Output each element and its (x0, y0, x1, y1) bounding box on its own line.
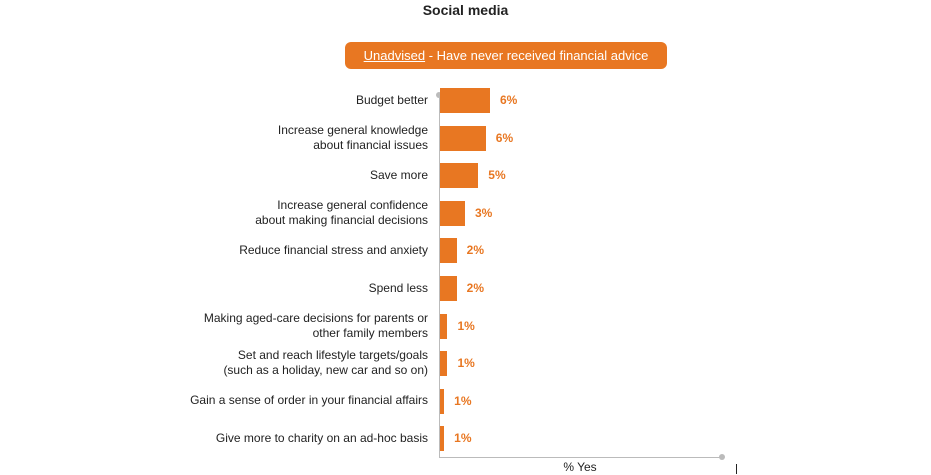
data-label: 1% (457, 356, 475, 371)
data-label: 2% (466, 243, 484, 258)
badge-emphasis: Unadvised (363, 48, 426, 63)
data-label: 1% (454, 431, 472, 446)
bar (440, 238, 457, 264)
category-label: Increase general knowledge about financia… (128, 123, 428, 153)
category-label-line: Reduce financial stress and anxiety (239, 242, 428, 257)
category-label-line: Increase general confidence (277, 197, 428, 212)
x-axis-line (439, 457, 722, 458)
category-label: Making aged-care decisions for parents o… (128, 311, 428, 341)
x-axis-label: % Yes (563, 460, 597, 474)
bar (440, 426, 445, 452)
category-label-line: (such as a holiday, new car and so on) (223, 363, 428, 378)
category-label-line: Give more to charity on an ad-hoc basis (215, 430, 428, 445)
category-label-line: about financial issues (313, 137, 428, 152)
category-label-line: Making aged-care decisions for parents o… (203, 310, 428, 325)
category-label: Set and reach lifestyle targets/goals (su… (128, 348, 428, 378)
category-label: Gain a sense of order in your financial … (128, 393, 428, 408)
data-label: 2% (466, 281, 484, 295)
category-label-line: Save more (369, 167, 428, 182)
bar (440, 163, 479, 189)
chart-title: Social media (422, 2, 509, 18)
category-label: Give more to charity on an ad-hoc basis (128, 431, 428, 446)
category-label: Increase general confidence about making … (128, 198, 428, 228)
bar (440, 313, 448, 339)
axis-end-marker (719, 454, 725, 460)
category-label-line: Increase general knowledge (277, 122, 428, 137)
axis-end-marker (436, 92, 442, 98)
category-label-line: Gain a sense of order in your financial … (190, 393, 428, 408)
cursor-mark (736, 464, 737, 474)
category-label-line: Set and reach lifestyle targets/goals (237, 348, 428, 363)
data-label: 5% (488, 168, 506, 183)
category-label-line: about making financial decisions (255, 212, 428, 227)
category-label: Save more (128, 168, 428, 183)
data-label: 6% (499, 93, 518, 107)
bar (440, 351, 448, 377)
data-label: 1% (457, 318, 475, 333)
category-label-line: other family members (312, 325, 428, 340)
bar (440, 388, 445, 414)
category-label: Spend less (128, 281, 428, 296)
y-axis-line (439, 95, 440, 458)
bar (440, 88, 490, 113)
category-label: Reduce financial stress and anxiety (128, 243, 428, 258)
category-label: Budget better (128, 93, 428, 108)
segment-badge: Unadvised - Have never received financia… (345, 42, 667, 69)
bar (440, 276, 457, 301)
bar (440, 125, 486, 151)
category-label-line: Spend less (368, 280, 428, 295)
data-label: 1% (454, 393, 472, 408)
data-label: 6% (495, 130, 514, 145)
category-label-line: Budget better (355, 92, 428, 107)
bar (440, 200, 465, 226)
badge-text: - Have never received financial advice (425, 48, 649, 63)
data-label: 3% (474, 205, 493, 220)
